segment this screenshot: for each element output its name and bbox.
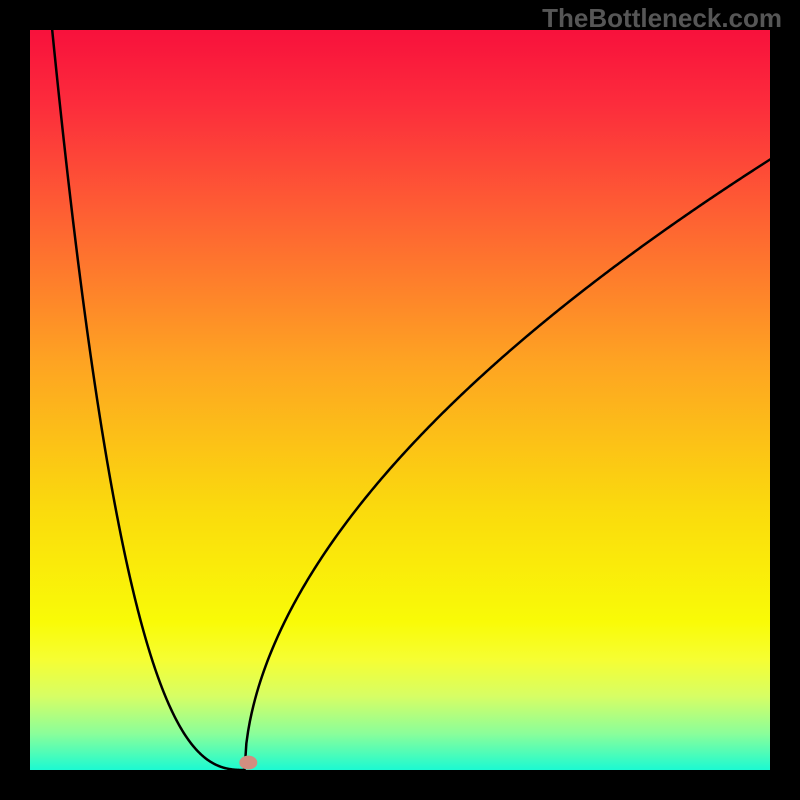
bottleneck-curve	[52, 30, 770, 770]
minimum-marker	[239, 756, 257, 770]
chart-svg-layer	[0, 0, 800, 800]
watermark-text: TheBottleneck.com	[542, 3, 782, 34]
